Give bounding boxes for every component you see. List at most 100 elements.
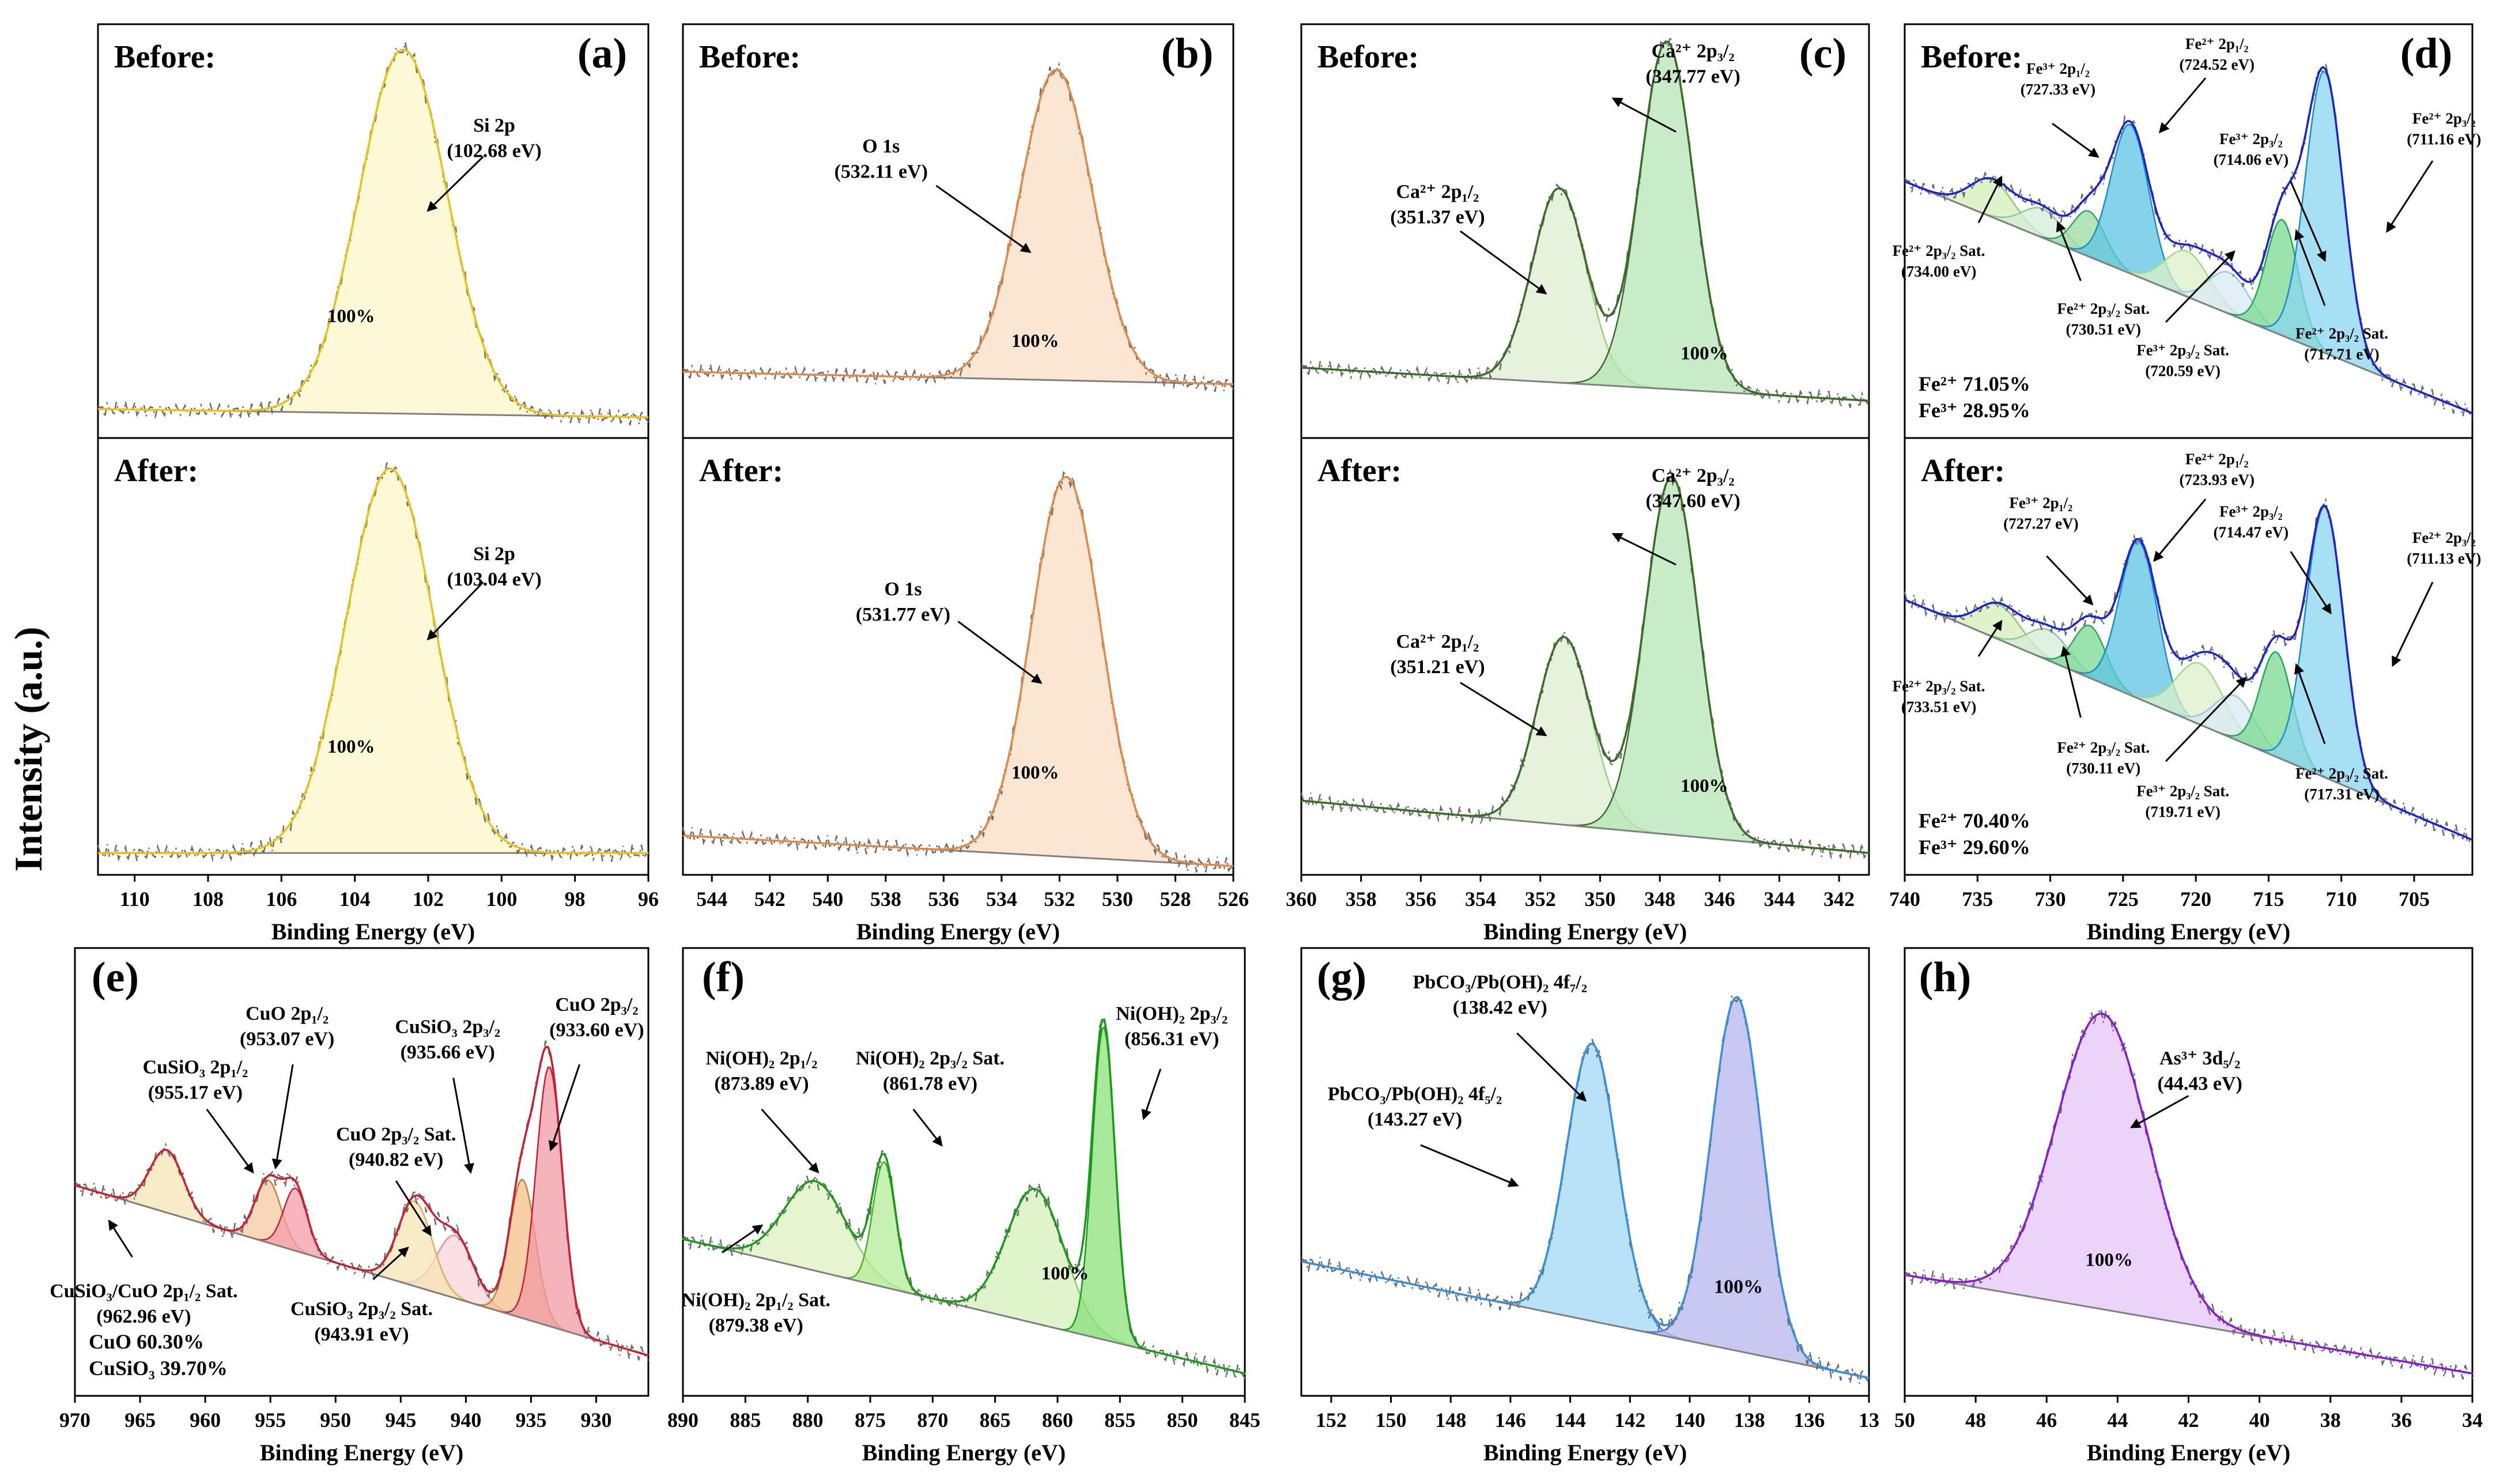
peak-arrow	[1459, 230, 1547, 294]
peak-label: PbCO₃/Pb(OH)₂ 4f₇/₂	[1413, 972, 1587, 993]
x-tick-label: 358	[1346, 888, 1377, 911]
peak-value: (724.52 eV)	[2180, 56, 2255, 73]
peak-value: (856.31 eV)	[1124, 1028, 1219, 1049]
x-tick-label: 50	[1894, 1409, 1915, 1432]
peak-arrow	[2290, 181, 2327, 262]
fitted-envelope	[1301, 40, 1870, 402]
peak-label: Fe²⁺ 2p₃/₂ Sat.	[1893, 242, 1985, 259]
peak-arrow	[935, 184, 1032, 253]
peak-arrow	[108, 1219, 133, 1258]
x-tick-label: 526	[1218, 888, 1249, 911]
peak-label: Fe³⁺ 2p₁/₂	[2026, 60, 2090, 77]
subplot-main: PbCO₃/Pb(OH)₂ 4f₅/₂ (143.27 eV) PbCO₃/Pb(O…	[1301, 972, 1870, 1384]
x-tick-label: 534	[986, 888, 1017, 911]
peak-arrow	[426, 156, 484, 212]
raw-spectrum	[682, 1017, 1246, 1379]
raw-spectrum	[682, 471, 1234, 873]
x-tick-label: 885	[730, 1409, 761, 1432]
peak-label: Fe²⁺ 2p₃/₂	[2412, 109, 2476, 127]
peak-label: Ni(OH)₂ 2p₁/₂	[706, 1048, 818, 1069]
x-tick-label: 152	[1316, 1409, 1347, 1432]
peak-arrow	[2290, 551, 2332, 615]
peak-value: (723.93 eV)	[2180, 471, 2255, 488]
x-tick-label: 36	[2391, 1409, 2412, 1432]
peak-value: (935.66 eV)	[401, 1042, 495, 1063]
peak-label: Ca²⁺ 2p₁/₂	[1396, 182, 1479, 203]
peak-label: CuSiO₃ 2p₁/₂	[143, 1057, 248, 1078]
fitted-envelope	[1904, 66, 2473, 414]
peak-value: (733.51 eV)	[1901, 698, 1976, 716]
area-percent: 100%	[327, 306, 375, 327]
peak-arrow	[2165, 677, 2247, 762]
x-tick-label: 538	[870, 888, 901, 911]
panel-f: 890 885 880 875 870 865 860 855 850 845 Binding En…	[667, 947, 1260, 1466]
x-tick-label: 42	[2178, 1409, 2199, 1432]
peak-label: O 1s	[884, 579, 922, 600]
fitted-envelope	[74, 1045, 649, 1357]
peak-label: Ca²⁺ 2p₁/₂	[1396, 631, 1479, 652]
subplot-main: As³⁺ 3d₅/₂ (44.43 eV) 100%	[1904, 1006, 2474, 1380]
subplot-after: After: Si 2p (103.04 eV) 100%	[97, 453, 649, 863]
peak-arrow	[957, 621, 1043, 684]
peak-label: CuO 2p₃/₂ Sat.	[336, 1124, 456, 1145]
panel-frame	[74, 947, 650, 1397]
peak-arrow	[2392, 581, 2434, 667]
x-tick-label: 875	[855, 1409, 886, 1432]
x-tick-label: 342	[1823, 888, 1855, 911]
peak-value: (734.00 eV)	[1901, 263, 1976, 280]
peak-value: (717.31 eV)	[2304, 786, 2379, 803]
peak-label: Fe³⁺ 2p₁/₂	[2010, 494, 2073, 511]
x-tick-label: 735	[1962, 888, 1993, 911]
x-tick-label: 138	[1734, 1409, 1765, 1432]
peak-value: (730.11 eV)	[2066, 760, 2140, 777]
peak-arrow	[1420, 1144, 1519, 1187]
peak-value: (532.11 eV)	[834, 161, 928, 183]
x-tick-label: 346	[1704, 888, 1735, 911]
peak-label: Fe³⁺ 2p₃/₂	[2219, 503, 2283, 520]
peak-arrow	[2386, 160, 2434, 233]
peak-arrow	[1977, 620, 2003, 657]
raw-spectrum	[1904, 497, 2473, 844]
x-tick-label: 960	[190, 1409, 221, 1432]
x-tick-label: 348	[1644, 888, 1675, 911]
fitted-envelope	[682, 69, 1234, 386]
peak-component	[98, 467, 648, 854]
x-tick-label: 356	[1405, 888, 1436, 911]
peak-arrow	[2153, 499, 2207, 562]
subplot-before: Before: Si 2p (102.68 eV) 100%	[97, 39, 650, 426]
peak-arrow	[271, 1064, 294, 1170]
peak-arrow	[548, 1064, 581, 1152]
peak-arrow	[206, 1108, 254, 1174]
state-label: Before:	[1921, 39, 2022, 75]
peak-arrow	[1141, 1068, 1162, 1120]
peak-label: Fe³⁺ 2p₃/₂ Sat.	[2136, 341, 2229, 358]
panel-e: 970 965 960 955 950 945 940 935 930 Binding Energ…	[50, 947, 650, 1466]
peak-component	[682, 1188, 1246, 1375]
x-axis-label: Binding Energy (eV)	[1483, 919, 1687, 945]
fitted-envelope	[1904, 504, 2473, 841]
x-tick-label: 865	[980, 1409, 1011, 1432]
ratio-label: Fe³⁺ 29.60%	[1919, 836, 2030, 859]
peak-component	[1301, 187, 1870, 402]
panel-frame	[1300, 947, 1870, 1397]
area-percent: 100%	[2085, 1250, 2133, 1271]
x-tick-label: 720	[2180, 888, 2211, 911]
fitted-envelope	[1301, 995, 1870, 1379]
state-label: Before:	[699, 39, 800, 75]
x-axis-label: Binding Energy (eV)	[862, 1440, 1066, 1466]
peak-value: (711.16 eV)	[2407, 130, 2481, 148]
ratio-label: Fe³⁺ 28.95%	[1919, 399, 2030, 422]
subplot-before: Before: Ca²⁺ 2p₁/₂ (351.37 eV) Ca²⁺ 2p₃/₂ (3…	[1301, 36, 1870, 408]
x-tick-label: 136	[1793, 1409, 1825, 1432]
peak-value: (531.77 eV)	[856, 604, 950, 625]
x-tick-label: 930	[581, 1409, 612, 1432]
panel-frame	[1904, 947, 2474, 1397]
peak-value: (714.47 eV)	[2214, 523, 2289, 541]
x-axis-label: Binding Energy (eV)	[2087, 919, 2290, 945]
x-tick-label: 110	[120, 888, 150, 911]
panel-h: 50 48 46 44 42 40 38 36 34 Binding Energy (eV) (h)…	[1894, 947, 2483, 1466]
area-percent: 100%	[1681, 343, 1728, 364]
x-tick-label: 730	[2035, 888, 2066, 911]
x-tick-label: 970	[59, 1409, 90, 1432]
panel-frame	[1904, 23, 2474, 876]
